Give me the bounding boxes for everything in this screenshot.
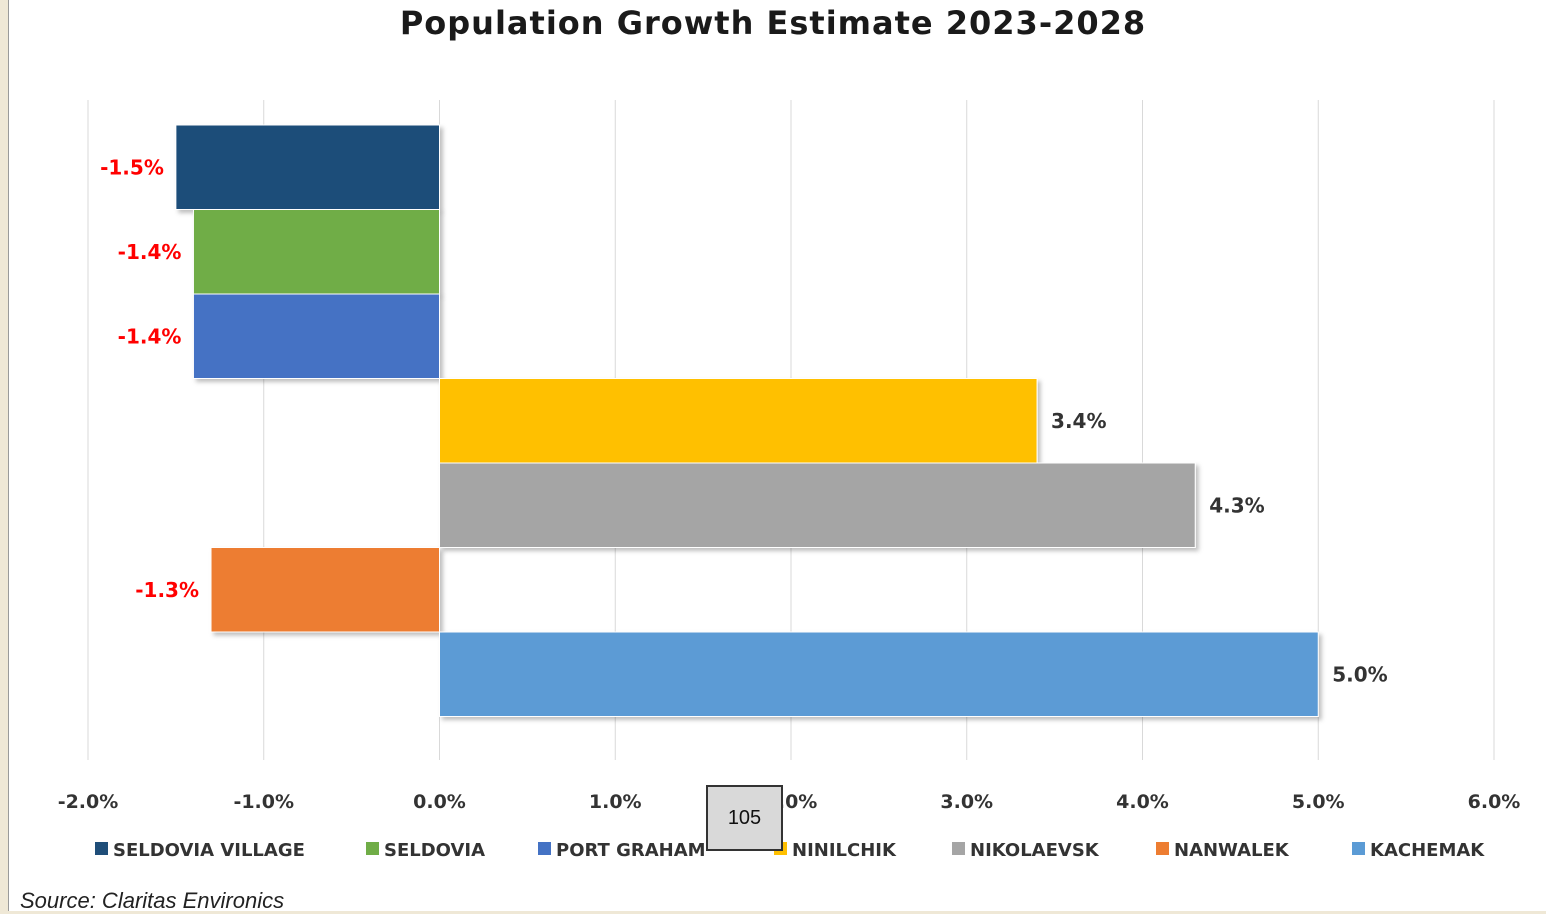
source-note: Source: Claritas Environics	[20, 888, 285, 913]
bar-seldovia	[192, 209, 440, 295]
data-label: -1.5%	[100, 155, 164, 179]
x-tick-label: -2.0%	[58, 791, 119, 813]
x-tick-label: 0.0%	[413, 791, 466, 813]
legend-swatch	[538, 842, 551, 855]
bar-kachemak	[439, 631, 1319, 717]
x-tick-label: 6.0%	[1468, 791, 1521, 813]
bar-port-graham	[192, 293, 440, 379]
x-tick-label: 5.0%	[1292, 791, 1345, 813]
legend-swatch	[952, 842, 965, 855]
chart-title: Population Growth Estimate 2023-2028	[399, 4, 1147, 42]
x-tick-label: 4.0%	[1116, 791, 1169, 813]
data-label: 4.3%	[1209, 493, 1264, 517]
bar-ninilchik	[439, 378, 1038, 464]
data-label: 3.4%	[1051, 409, 1106, 433]
x-tick-label: 1.0%	[589, 791, 642, 813]
page-number-box: 105	[706, 785, 783, 851]
data-label: -1.4%	[118, 240, 182, 264]
legend-label: NIKOLAEVSK	[970, 840, 1100, 861]
x-tick-label: 3.0%	[940, 791, 993, 813]
legend-label: NINILCHIK	[792, 840, 897, 861]
legend-label: NANWALEK	[1174, 840, 1290, 861]
bar-nikolaevsk	[439, 462, 1196, 548]
data-label: 5.0%	[1332, 662, 1387, 686]
legend-label: KACHEMAK	[1370, 840, 1485, 861]
legend-label: SELDOVIA	[384, 840, 485, 861]
data-label: -1.4%	[118, 324, 182, 348]
bar-nanwalek	[210, 547, 440, 633]
legend-swatch	[366, 842, 379, 855]
legend-swatch	[1352, 842, 1365, 855]
bar-seldovia-village	[175, 124, 440, 210]
data-label: -1.3%	[135, 578, 199, 602]
legend-swatch	[1156, 842, 1169, 855]
x-tick-label: -1.0%	[233, 791, 294, 813]
legend-swatch	[95, 842, 108, 855]
legend-label: SELDOVIA VILLAGE	[113, 840, 305, 861]
legend-label: PORT GRAHAM	[556, 840, 706, 861]
